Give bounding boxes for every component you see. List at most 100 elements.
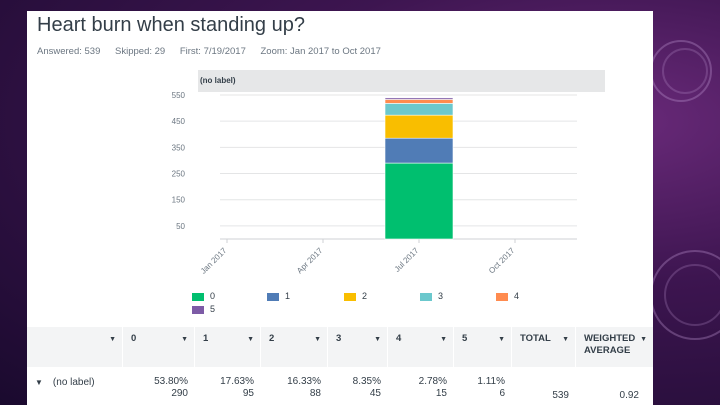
table-row: ▼ (no label) 53.80% 290 17.63% 95 16.33% 88 8.3…: [27, 367, 653, 405]
legend-swatch: [344, 292, 356, 301]
percent-value: 16.33%: [287, 376, 321, 387]
sort-arrow-icon[interactable]: ▼: [562, 336, 569, 343]
x-tick-label: Jan 2017: [199, 246, 229, 276]
x-tick-label: Jul 2017: [393, 246, 421, 274]
column-header-label: 3: [336, 333, 342, 344]
sort-arrow-icon[interactable]: ▼: [247, 336, 254, 343]
bar-segment-1: [384, 137, 454, 164]
legend-label: 1: [285, 291, 291, 301]
question-title: Heart burn when standing up?: [37, 14, 305, 36]
decor-ring-2: [662, 48, 708, 94]
stacked-bar-chart: (no label) 550 450 350 250 150 50 Jan 2017 Apr 2…: [172, 70, 605, 276]
legend-label: 3: [438, 291, 444, 301]
bar-segment-5: [384, 97, 454, 100]
column-header-label: 0: [131, 333, 137, 344]
sort-arrow-icon[interactable]: ▼: [498, 336, 505, 343]
column-header-label: WEIGHTED AVERAGE: [584, 333, 636, 356]
legend-item-5[interactable]: 5: [192, 304, 215, 314]
column-header-5[interactable]: 5 ▼: [453, 327, 511, 367]
count-value: 95: [242, 388, 254, 399]
answer-cell-3: 8.35% 45: [327, 367, 381, 405]
count-value: 15: [435, 388, 447, 399]
column-header-label: 5: [462, 333, 468, 344]
answer-cell-4: 2.78% 15: [387, 367, 447, 405]
answered-count: Answered: 539: [37, 46, 101, 57]
y-tick-label: 350: [172, 143, 186, 152]
row-expand-icon[interactable]: ▼: [35, 378, 43, 387]
legend-item-4[interactable]: 4: [496, 291, 519, 301]
decor-ring-4: [664, 264, 720, 326]
percent-value: 2.78%: [418, 376, 447, 387]
y-tick-label: 450: [172, 117, 186, 126]
question-panel: Heart burn when standing up? Answered: 5…: [27, 11, 653, 405]
zoom-range: Zoom: Jan 2017 to Oct 2017: [260, 46, 381, 57]
column-header-4[interactable]: 4 ▼: [387, 327, 453, 367]
column-header-1[interactable]: 1 ▼: [194, 327, 260, 367]
total-cell: 539: [511, 367, 569, 405]
percent-value: 1.11%: [477, 376, 505, 387]
legend-swatch: [192, 292, 204, 301]
answer-cell-0: 53.80% 290: [122, 367, 188, 405]
sort-arrow-icon[interactable]: ▼: [440, 336, 447, 343]
count-value: 290: [171, 388, 188, 399]
response-meta: Answered: 539 Skipped: 29 First: 7/19/20…: [37, 46, 393, 57]
legend-item-3[interactable]: 3: [420, 291, 443, 301]
column-header-total[interactable]: TOTAL ▼: [511, 327, 575, 367]
bar-segment-2: [384, 114, 454, 139]
column-header-label: 4: [396, 333, 402, 344]
results-table: ▼ 0 ▼ 1 ▼ 2 ▼ 3 ▼ 4 ▼ 5 ▼ TOTAL ▼ WEIGHTED AVERAGE ▼ ▼ (n…: [27, 327, 653, 405]
legend-item-1[interactable]: 1: [267, 291, 290, 301]
chart-legend: 0 1 2 3 4 5: [192, 291, 612, 319]
skipped-count: Skipped: 29: [115, 46, 166, 57]
header-sort-cell[interactable]: ▼: [27, 327, 122, 367]
count-value: 88: [309, 388, 321, 399]
sort-arrow-icon[interactable]: ▼: [109, 336, 116, 343]
percent-value: 17.63%: [220, 376, 254, 387]
legend-label: 2: [362, 291, 368, 301]
column-header-0[interactable]: 0 ▼: [122, 327, 194, 367]
bar-segment-3: [384, 103, 454, 116]
y-tick-label: 150: [172, 196, 186, 205]
y-tick-label: 550: [172, 91, 186, 100]
table-header-row: ▼ 0 ▼ 1 ▼ 2 ▼ 3 ▼ 4 ▼ 5 ▼ TOTAL ▼ WEIGHTED AVERAGE ▼: [27, 327, 653, 367]
legend-label: 0: [210, 291, 216, 301]
legend-swatch: [420, 292, 432, 301]
column-header-label: 1: [203, 333, 209, 344]
percent-value: 53.80%: [154, 376, 188, 387]
column-header-label: 2: [269, 333, 275, 344]
column-header-3[interactable]: 3 ▼: [327, 327, 387, 367]
row-label[interactable]: ▼ (no label): [35, 377, 95, 388]
answer-cell-5: 1.11% 6: [453, 367, 505, 405]
legend-item-0[interactable]: 0: [192, 291, 215, 301]
count-value: 6: [499, 388, 505, 399]
x-tick-label: Oct 2017: [487, 246, 517, 276]
x-tick-label: Apr 2017: [295, 246, 325, 276]
legend-swatch: [192, 305, 204, 314]
answer-cell-1: 17.63% 95: [194, 367, 254, 405]
sort-arrow-icon[interactable]: ▼: [640, 336, 647, 343]
sort-arrow-icon[interactable]: ▼: [314, 336, 321, 343]
sort-arrow-icon[interactable]: ▼: [181, 336, 188, 343]
first-date: First: 7/19/2017: [179, 46, 246, 57]
legend-label: 4: [514, 291, 520, 301]
count-value: 45: [369, 388, 381, 399]
legend-item-2[interactable]: 2: [344, 291, 367, 301]
legend-swatch: [496, 292, 508, 301]
weighted-average-cell: 0.92: [575, 367, 639, 405]
bar-segment-0: [384, 162, 454, 240]
chart-header-band: [198, 70, 605, 92]
bar-segment-4: [384, 99, 454, 104]
percent-value: 8.35%: [352, 376, 381, 387]
y-tick-label: 250: [172, 170, 186, 179]
column-header-label: TOTAL: [520, 333, 551, 344]
y-tick-label: 50: [176, 222, 185, 231]
total-value: 539: [552, 390, 569, 401]
weighted-average-value: 0.92: [619, 390, 639, 401]
answer-cell-2: 16.33% 88: [260, 367, 321, 405]
column-header-weighted-average[interactable]: WEIGHTED AVERAGE ▼: [575, 327, 653, 367]
chart-panel-label: (no label): [200, 76, 236, 85]
sort-arrow-icon[interactable]: ▼: [374, 336, 381, 343]
legend-label: 5: [210, 304, 216, 314]
column-header-2[interactable]: 2 ▼: [260, 327, 327, 367]
legend-swatch: [267, 292, 279, 301]
